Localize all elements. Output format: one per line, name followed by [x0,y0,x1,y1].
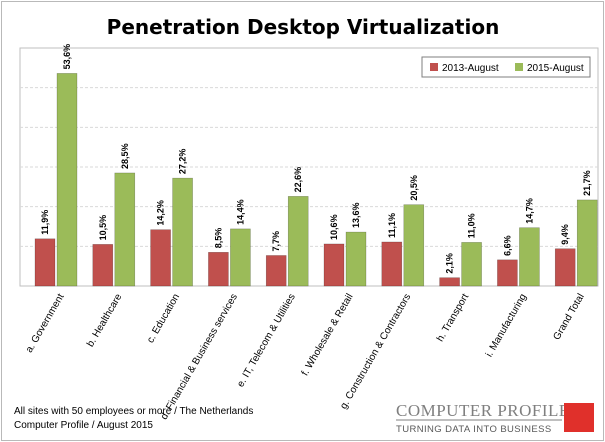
data-label: 20,5% [409,175,419,201]
bar-2015 [576,199,598,287]
bar-2015 [345,231,367,287]
legend-swatch-2013 [430,63,438,71]
bar-2015 [461,242,482,287]
category-label: i. Manufacturing [484,292,529,359]
bar-2015 [172,177,193,287]
category-label: h. Transport [435,292,471,344]
data-label: 27,2% [178,149,188,175]
chart-title: Penetration Desktop Virtualization [107,15,500,39]
category-label: g. Construction & Contractors [338,292,413,411]
bar-2013 [34,238,56,287]
data-label: 28,5% [120,143,130,169]
category-label: c. Education [145,292,182,345]
category-label: b. Healthcare [85,292,124,349]
data-label: 14,2% [156,200,166,226]
logo-tagline: TURNING DATA INTO BUSINESS [396,424,552,435]
footer-line-2: Computer Profile / August 2015 [14,420,153,431]
data-label: 22,6% [293,167,303,193]
bar-2013 [92,244,114,287]
legend-label-2013: 2013-August [442,63,499,74]
data-label: 10,6% [329,214,339,240]
legend-label-2015: 2015-August [527,63,584,74]
footer-line-1: All sites with 50 employees or more / Th… [14,406,253,417]
data-label: 11,1% [387,213,397,238]
data-label: 8,5% [213,228,223,249]
bar-2015 [403,204,425,287]
bar-2013 [439,277,460,287]
bar-2015 [519,227,540,287]
logo-red-square [564,403,594,432]
data-label: 14,4% [235,199,245,225]
bar-2013 [381,241,403,287]
bar-2013 [323,243,345,287]
bar-2013 [208,252,229,287]
category-label: a. Government [24,292,67,355]
bar-2013 [497,259,518,287]
data-label: 53,6% [62,44,72,70]
computer-profile-logo: COMPUTER PROFILE TURNING DATA INTO BUSIN… [396,401,594,435]
data-label: 11,0% [467,213,477,238]
bar-2013 [150,229,171,287]
bar-2015 [56,73,78,287]
category-label: e. IT, Telecom & Utilities [235,292,298,389]
category-label: Grand Total [552,292,587,342]
bar-2013 [554,248,576,287]
data-label: 2,1% [445,253,455,274]
bar-series [34,73,598,287]
legend-swatch-2015 [515,63,523,71]
data-label: 9,4% [560,224,570,245]
data-labels: 11,9% 53,6% 10,5% 28,5% 14,2% 27,2% 8,5% 14,4% 7… [40,44,592,274]
bar-2015 [287,196,309,287]
legend: 2013-August 2015-August [421,56,591,78]
bar-2015 [114,172,136,287]
data-label: 10,5% [98,215,108,241]
data-label: 11,9% [40,210,50,235]
data-label: 13,6% [351,203,361,229]
data-label: 6,6% [502,235,512,256]
bar-2013 [265,255,287,287]
category-label: f. Wholesale & Retail [300,292,356,378]
data-label: 14,7% [524,198,534,224]
data-label: 7,7% [271,231,281,252]
legend-box [421,56,591,78]
bar-2015 [230,228,251,287]
logo-name: COMPUTER PROFILE [396,401,570,420]
data-label: 21,7% [582,170,592,196]
